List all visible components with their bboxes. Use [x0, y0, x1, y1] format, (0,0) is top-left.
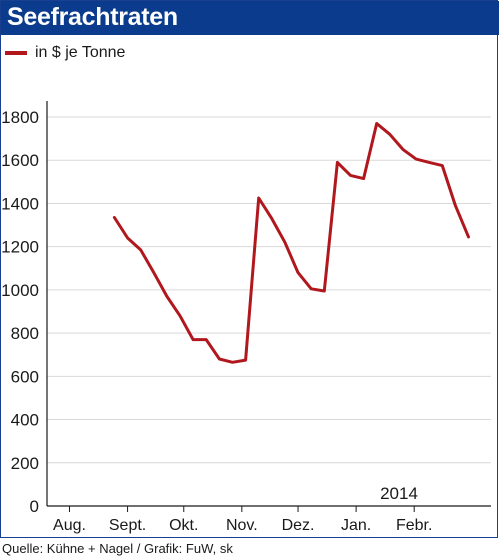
series-line	[112, 122, 470, 364]
y-tick-label: 1200	[1, 238, 39, 257]
y-tick-label: 1600	[1, 151, 39, 170]
axes: 0 200 400 600 800 1000 1200 1400 1600 1800 Aug. Sep…	[1, 101, 491, 534]
y-tick-label: 400	[11, 411, 39, 430]
line-chart: 0 200 400 600 800 1000 1200 1400 1600 1800 Aug. Sep…	[1, 101, 491, 534]
series-lines	[112, 122, 470, 364]
y-tick-label: 1800	[1, 108, 39, 127]
x-tick-label: Nov.	[226, 517, 258, 534]
y-tick-label: 1400	[1, 194, 39, 213]
x-tick-label: Dez.	[282, 517, 315, 534]
y-tick-label: 600	[11, 367, 39, 386]
y-tick-label: 800	[11, 324, 39, 343]
chart-frame: Seefrachtraten in $ je Tonne 0 200 400 600 8…	[0, 0, 499, 538]
x-tick-label: Jan.	[341, 517, 371, 534]
legend-label: in $ je Tonne	[35, 44, 126, 61]
x-tick-label: Sept.	[109, 517, 146, 534]
title-bar: Seefrachtraten	[1, 1, 499, 35]
y-tick-label: 200	[11, 454, 39, 473]
x-tick-label: Okt.	[169, 517, 198, 534]
legend: in $ je Tonne	[5, 41, 125, 65]
legend-line-swatch-icon	[5, 51, 27, 55]
y-tick-label: 0	[30, 497, 39, 516]
x-tick-label: Febr.	[396, 517, 432, 534]
x-tick-label: Aug.	[53, 517, 86, 534]
chart-title: Seefrachtraten	[7, 3, 178, 31]
y-tick-label: 1000	[1, 281, 39, 300]
source-note: Quelle: Kühne + Nagel / Grafik: FuW, sk	[2, 541, 233, 556]
year-annotation: 2014	[380, 484, 418, 503]
grid-lines	[47, 116, 491, 464]
